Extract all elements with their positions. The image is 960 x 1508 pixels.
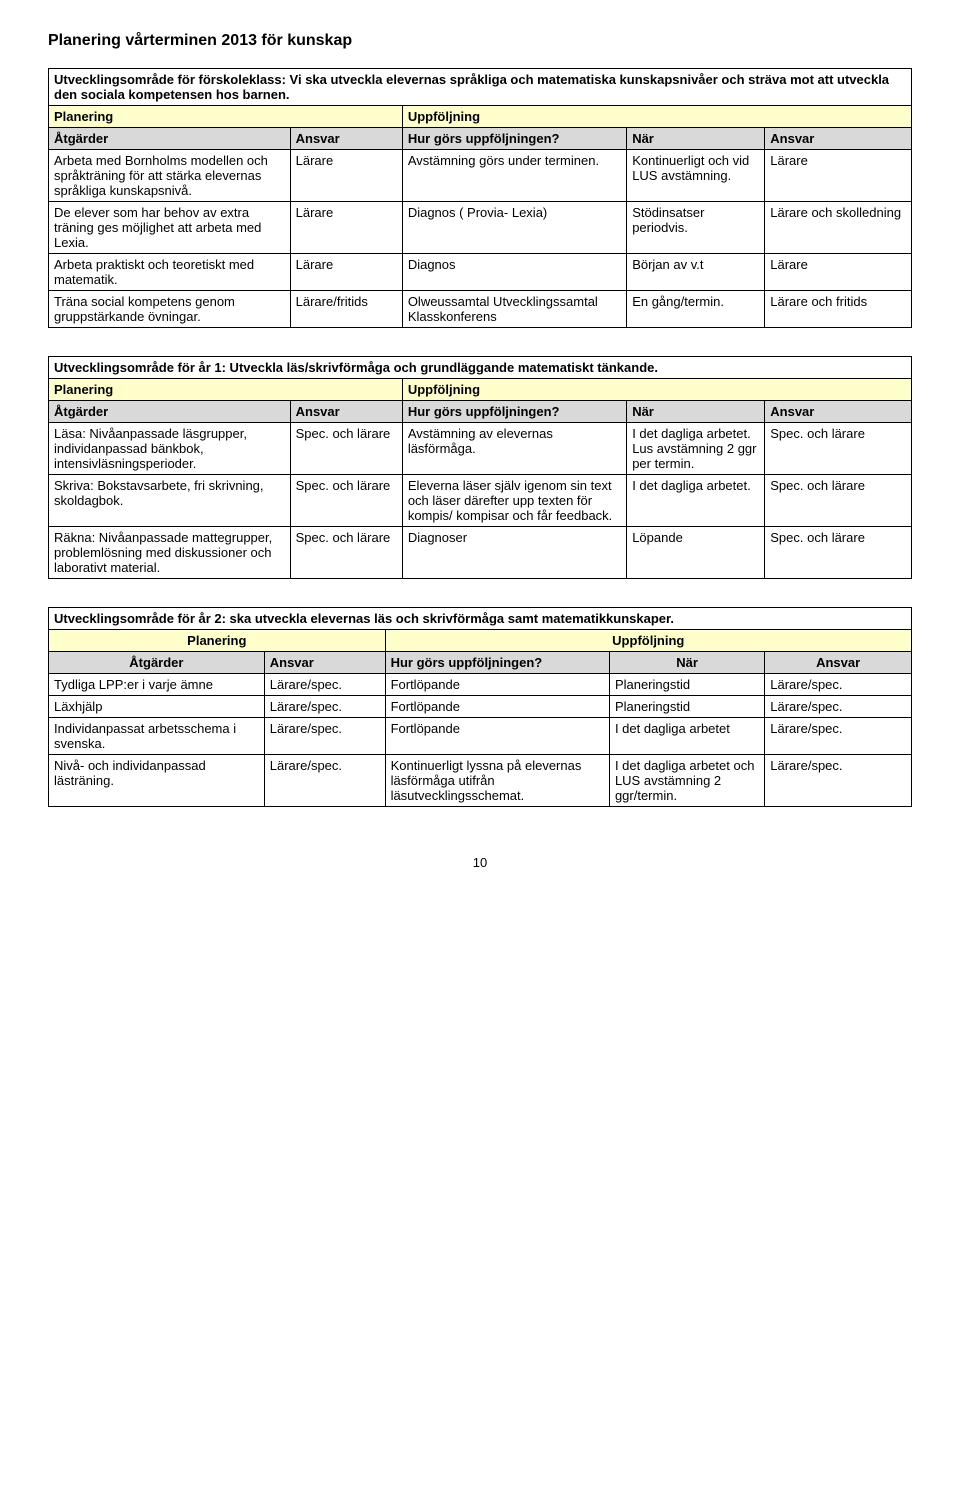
cell-a1: Lärare (290, 202, 402, 254)
cell-nar: Planeringstid (609, 696, 764, 718)
cell-hur: Fortlöpande (385, 718, 609, 755)
cell-a1: Spec. och lärare (290, 527, 402, 579)
header-planering: Planering (49, 106, 403, 128)
col-ansvar1: Ansvar (290, 401, 402, 423)
cell-a2: Lärare/spec. (765, 696, 912, 718)
cell-hur: Diagnos ( Provia- Lexia) (402, 202, 626, 254)
table-row: Tydliga LPP:er i varje ämne Lärare/spec.… (49, 674, 912, 696)
col-ansvar2: Ansvar (765, 128, 912, 150)
table-row: Individanpassat arbetsschema i svenska. … (49, 718, 912, 755)
table1-intro: Utvecklingsområde för förskoleklass: Vi … (49, 69, 912, 106)
cell-a1: Lärare/spec. (264, 755, 385, 807)
cell-hur: Fortlöpande (385, 674, 609, 696)
col-atgarder: Åtgärder (49, 128, 291, 150)
table-row: Läsa: Nivåanpassade läsgrupper, individa… (49, 423, 912, 475)
cell-hur: Kontinuerligt lyssna på elevernas läsför… (385, 755, 609, 807)
cell-atg: Läsa: Nivåanpassade läsgrupper, individa… (49, 423, 291, 475)
cell-a1: Lärare/spec. (264, 674, 385, 696)
cell-hur: Avstämning görs under terminen. (402, 150, 626, 202)
col-ansvar1: Ansvar (290, 128, 402, 150)
cell-atg: Läxhjälp (49, 696, 265, 718)
table-row: Skriva: Bokstavsarbete, fri skrivning, s… (49, 475, 912, 527)
header-planering: Planering (49, 379, 403, 401)
cell-a2: Spec. och lärare (765, 527, 912, 579)
cell-a1: Lärare/fritids (290, 291, 402, 328)
cell-nar: Början av v.t (627, 254, 765, 291)
col-nar: När (609, 652, 764, 674)
cell-a1: Lärare/spec. (264, 718, 385, 755)
cell-nar: En gång/termin. (627, 291, 765, 328)
cell-atg: Nivå- och individanpassad lästräning. (49, 755, 265, 807)
header-uppfoljning: Uppföljning (385, 630, 911, 652)
cell-a2: Lärare och fritids (765, 291, 912, 328)
cell-nar: I det dagliga arbetet. (627, 475, 765, 527)
cell-hur: Eleverna läser själv igenom sin text och… (402, 475, 626, 527)
cell-nar: Löpande (627, 527, 765, 579)
table-row: Arbeta med Bornholms modellen och språkt… (49, 150, 912, 202)
page-title: Planering vårterminen 2013 för kunskap (48, 32, 912, 50)
cell-a2: Lärare (765, 150, 912, 202)
table-ar2: Utvecklingsområde för år 2: ska utveckla… (48, 607, 912, 807)
cell-a2: Spec. och lärare (765, 475, 912, 527)
cell-nar: I det dagliga arbetet (609, 718, 764, 755)
col-ansvar2: Ansvar (765, 652, 912, 674)
cell-atg: Arbeta praktiskt och teoretiskt med mate… (49, 254, 291, 291)
cell-atg: Arbeta med Bornholms modellen och språkt… (49, 150, 291, 202)
col-nar: När (627, 128, 765, 150)
cell-atg: Tydliga LPP:er i varje ämne (49, 674, 265, 696)
cell-a1: Spec. och lärare (290, 423, 402, 475)
cell-a2: Spec. och lärare (765, 423, 912, 475)
cell-a1: Lärare/spec. (264, 696, 385, 718)
table-row: Träna social kompetens genom gruppstärka… (49, 291, 912, 328)
cell-a1: Lärare (290, 254, 402, 291)
cell-atg: Skriva: Bokstavsarbete, fri skrivning, s… (49, 475, 291, 527)
col-nar: När (627, 401, 765, 423)
table-forskoleklass: Utvecklingsområde för förskoleklass: Vi … (48, 68, 912, 328)
table-row: Nivå- och individanpassad lästräning. Lä… (49, 755, 912, 807)
table-row: Läxhjälp Lärare/spec. Fortlöpande Planer… (49, 696, 912, 718)
table3-intro: Utvecklingsområde för år 2: ska utveckla… (49, 608, 912, 630)
header-uppfoljning: Uppföljning (402, 379, 911, 401)
col-atgarder: Åtgärder (49, 401, 291, 423)
cell-atg: De elever som har behov av extra träning… (49, 202, 291, 254)
col-ansvar2: Ansvar (765, 401, 912, 423)
col-hur: Hur görs uppföljningen? (402, 401, 626, 423)
cell-atg: Individanpassat arbetsschema i svenska. (49, 718, 265, 755)
cell-a2: Lärare och skolledning (765, 202, 912, 254)
cell-a2: Lärare/spec. (765, 674, 912, 696)
col-ansvar1: Ansvar (264, 652, 385, 674)
table-row: Räkna: Nivåanpassade mattegrupper, probl… (49, 527, 912, 579)
cell-hur: Avstämning av elevernas läsförmåga. (402, 423, 626, 475)
cell-hur: Olweussamtal Utvecklingssamtal Klasskonf… (402, 291, 626, 328)
cell-a1: Lärare (290, 150, 402, 202)
cell-a2: Lärare/spec. (765, 718, 912, 755)
cell-nar: Kontinuerligt och vid LUS avstämning. (627, 150, 765, 202)
col-atgarder: Åtgärder (49, 652, 265, 674)
cell-nar: Stödinsatser periodvis. (627, 202, 765, 254)
cell-nar: I det dagliga arbetet och LUS avstämning… (609, 755, 764, 807)
cell-a2: Lärare/spec. (765, 755, 912, 807)
cell-atg: Träna social kompetens genom gruppstärka… (49, 291, 291, 328)
cell-a2: Lärare (765, 254, 912, 291)
cell-nar: I det dagliga arbetet. Lus avstämning 2 … (627, 423, 765, 475)
table-row: Arbeta praktiskt och teoretiskt med mate… (49, 254, 912, 291)
page-number: 10 (48, 855, 912, 870)
cell-a1: Spec. och lärare (290, 475, 402, 527)
col-hur: Hur görs uppföljningen? (402, 128, 626, 150)
table-row: De elever som har behov av extra träning… (49, 202, 912, 254)
col-hur: Hur görs uppföljningen? (385, 652, 609, 674)
cell-hur: Diagnos (402, 254, 626, 291)
cell-nar: Planeringstid (609, 674, 764, 696)
header-uppfoljning: Uppföljning (402, 106, 911, 128)
header-planering: Planering (49, 630, 386, 652)
cell-hur: Fortlöpande (385, 696, 609, 718)
cell-hur: Diagnoser (402, 527, 626, 579)
cell-atg: Räkna: Nivåanpassade mattegrupper, probl… (49, 527, 291, 579)
table-ar1: Utvecklingsområde för år 1: Utveckla läs… (48, 356, 912, 579)
table2-intro: Utvecklingsområde för år 1: Utveckla läs… (49, 357, 912, 379)
